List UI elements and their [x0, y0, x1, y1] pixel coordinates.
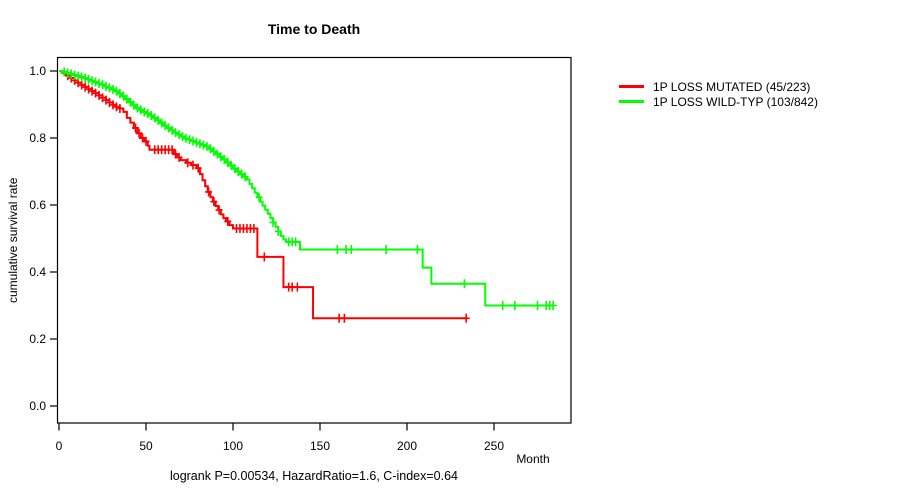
- y-axis-ticks: 0.0 0.2 0.4 0.6 0.8 1.0: [29, 64, 58, 413]
- x-tick-label: 150: [310, 439, 330, 453]
- x-axis-ticks: 0 50 100 150 200 250: [56, 423, 504, 453]
- page-title: Time to Death: [267, 21, 361, 37]
- y-tick-label: 0.8: [29, 131, 46, 145]
- mutated-line-swatch: [619, 85, 644, 88]
- mutated-curve: [59, 70, 470, 323]
- legend-label-wildtype: 1P LOSS WILD-TYP (103/842): [653, 94, 818, 109]
- plot-box: [56, 56, 572, 424]
- statistics-annotation: logrank P=0.00534, HazardRatio=1.6, C-in…: [169, 469, 459, 483]
- legend: 1P LOSS MUTATED (45/223) 1P LOSS WILD-TY…: [619, 79, 818, 109]
- y-tick-label: 0.0: [29, 399, 46, 413]
- survival-curves: [59, 67, 557, 323]
- y-tick-label: 0.6: [29, 198, 46, 212]
- wildtype-curve: [59, 67, 557, 310]
- x-tick-label: 0: [56, 439, 63, 453]
- y-tick-label: 0.4: [29, 265, 46, 279]
- x-tick-label: 50: [139, 439, 153, 453]
- wildtype-line-swatch: [619, 100, 644, 103]
- legend-label-mutated: 1P LOSS MUTATED (45/223): [653, 79, 811, 94]
- x-tick-label: 200: [397, 439, 417, 453]
- y-tick-label: 0.2: [29, 332, 46, 346]
- y-axis-label: cumulative survival rate: [6, 177, 20, 303]
- legend-item-wildtype: 1P LOSS WILD-TYP (103/842): [619, 94, 818, 109]
- legend-item-mutated: 1P LOSS MUTATED (45/223): [619, 79, 818, 94]
- x-tick-label: 100: [223, 439, 243, 453]
- x-tick-label: 250: [484, 439, 504, 453]
- x-axis-label: Month: [516, 452, 550, 466]
- y-tick-label: 1.0: [29, 64, 46, 78]
